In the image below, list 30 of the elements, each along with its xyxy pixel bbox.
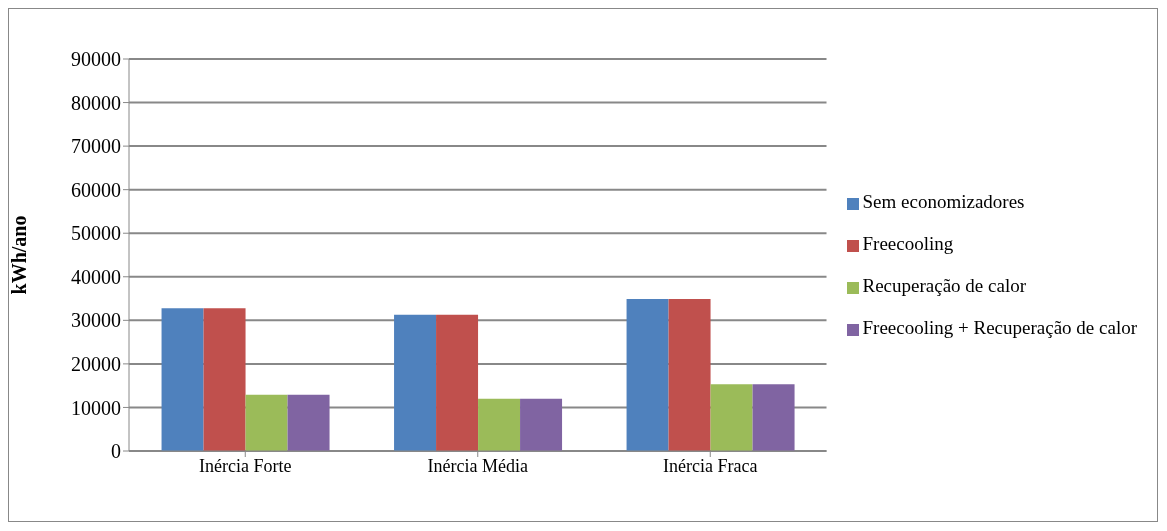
legend-label: Freecooling + Recuperação de calor: [862, 317, 1137, 338]
bar: [245, 394, 288, 451]
y-tick-label: 60000: [71, 178, 121, 201]
bar: [520, 398, 563, 451]
legend-label: Recuperação de calor: [862, 275, 1027, 296]
y-tick-label: 70000: [71, 135, 121, 158]
y-tick-label: 80000: [71, 91, 121, 114]
bar: [478, 398, 521, 451]
x-tick-label: Inércia Forte: [199, 455, 292, 476]
bar: [626, 298, 669, 451]
legend-label: Sem economizadores: [862, 191, 1025, 212]
y-tick-label: 0: [111, 440, 121, 463]
bar: [752, 384, 795, 451]
x-tick-label: Inércia Média: [427, 455, 528, 476]
y-tick-label: 20000: [71, 352, 121, 375]
y-tick-label: 40000: [71, 265, 121, 288]
bar: [668, 298, 711, 451]
bar: [436, 314, 479, 451]
bar: [203, 308, 246, 451]
x-tick-label: Inércia Fraca: [663, 455, 758, 476]
bar: [161, 308, 204, 451]
bar: [394, 314, 437, 451]
y-tick-label: 10000: [71, 396, 121, 419]
bar: [287, 394, 330, 451]
y-tick-label: 90000: [71, 48, 121, 71]
y-tick-label: 30000: [71, 309, 121, 332]
legend-label: Freecooling: [862, 233, 954, 254]
bar: [710, 384, 753, 451]
y-tick-label: 50000: [71, 222, 121, 245]
y-axis-title: kWh/ano: [8, 215, 31, 295]
